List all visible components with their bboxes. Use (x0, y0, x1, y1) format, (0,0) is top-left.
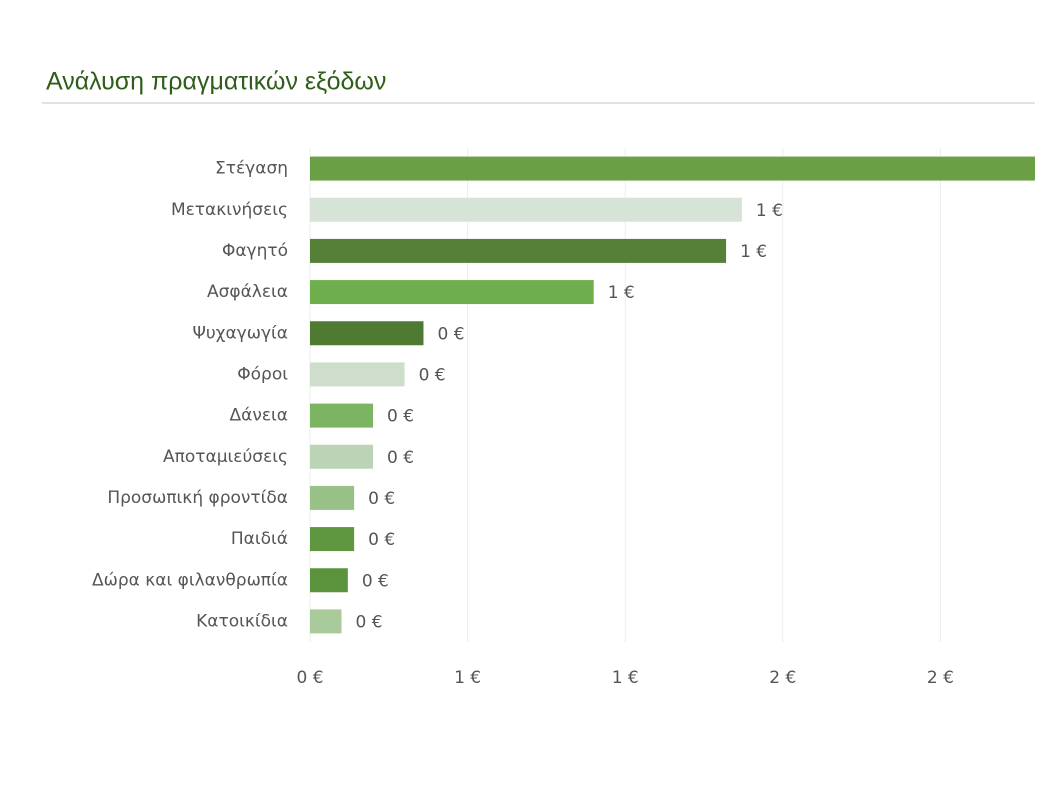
bar (310, 197, 742, 222)
x-tick-label: 2 € (927, 668, 954, 688)
bar (310, 156, 1035, 181)
x-tick-label: 1 € (612, 668, 639, 688)
data-label: 0 € (368, 489, 395, 509)
data-label: 0 € (437, 324, 464, 344)
bar (310, 362, 405, 387)
y-tick-label: Αποταμιεύσεις (163, 447, 288, 467)
y-tick-label: Παιδιά (231, 529, 288, 549)
x-tick-label: 1 € (454, 668, 481, 688)
data-label: 1 € (608, 283, 635, 303)
x-tick-label: 2 € (769, 668, 796, 688)
y-tick-label: Ασφάλεια (207, 282, 288, 302)
x-tick-label: 0 € (296, 668, 323, 688)
bar (310, 280, 594, 305)
bar (310, 527, 355, 552)
y-tick-label: Μετακινήσεις (171, 200, 288, 220)
data-label: 0 € (387, 407, 414, 427)
data-label: 0 € (368, 530, 395, 550)
bar (310, 609, 342, 634)
data-label: 0 € (419, 365, 446, 385)
y-tick-label: Δώρα και φιλανθρωπία (92, 570, 288, 590)
y-tick-label: Φόροι (237, 364, 288, 384)
data-label: 0 € (362, 571, 389, 591)
data-label: 1 € (756, 201, 783, 221)
bar (310, 485, 355, 510)
y-tick-label: Φαγητό (222, 241, 288, 261)
y-tick-label: Ψυχαγωγία (192, 323, 288, 343)
chart-title: Ανάλυση πραγματικών εξόδων (46, 68, 386, 96)
y-tick-label: Προσωπική φροντίδα (107, 488, 288, 508)
data-label: 1 € (740, 242, 767, 262)
bar (310, 321, 424, 346)
y-tick-label: Δάνεια (230, 406, 288, 426)
bar (310, 238, 727, 263)
y-tick-label: Κατοικίδια (196, 611, 288, 631)
y-tick-label: Στέγαση (215, 159, 288, 179)
data-label: 0 € (387, 448, 414, 468)
bar (310, 403, 374, 428)
bar (310, 568, 348, 593)
bar (310, 444, 374, 469)
data-label: 0 € (356, 612, 383, 632)
